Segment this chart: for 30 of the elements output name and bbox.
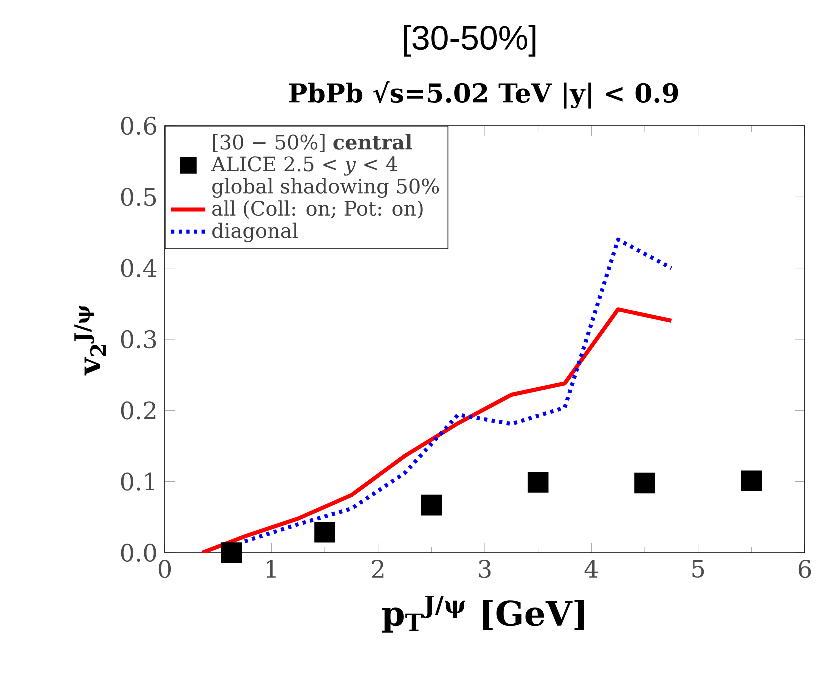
legend-label: diagonal xyxy=(212,222,298,242)
x-tick-label: 6 xyxy=(798,560,812,578)
y-tick-label: 0.6 xyxy=(121,116,156,136)
x-tick-label: 1 xyxy=(266,560,276,578)
x-tick-label: 5 xyxy=(692,560,704,578)
y-tick-label: 0.1 xyxy=(121,472,155,491)
point xyxy=(528,472,549,493)
legend-label: all (Coll: on; Pot: on) xyxy=(212,200,423,219)
legend-label: ALICE 2.5 < y < 4 xyxy=(211,156,398,176)
point xyxy=(634,472,656,494)
annotation: global shadowing 50% xyxy=(212,178,440,198)
y-tick-label: 0.3 xyxy=(121,330,156,349)
point xyxy=(741,470,762,492)
point xyxy=(221,542,242,564)
y-axis-title: v$_{2}$J/ψ xyxy=(74,306,106,376)
x-tick-label: 3 xyxy=(479,560,491,578)
x-tick-label: 4 xyxy=(584,560,598,578)
y-tick-label: 0.2 xyxy=(121,402,156,420)
point xyxy=(314,522,336,543)
y-tick-label: 0.5 xyxy=(121,188,156,206)
y-tick-label: 0.0 xyxy=(121,544,156,562)
y-tick-label: 0.4 xyxy=(121,259,157,278)
x-axis-title: p$_{T}$$^{J/ψ}$ [GeV] xyxy=(382,596,584,633)
point xyxy=(421,494,442,516)
line-series xyxy=(200,308,674,553)
x-tick-label: 0 xyxy=(158,560,172,578)
x-tick-label: 2 xyxy=(372,560,384,578)
chart-subtitle: PbPb √s=5.02 TeV |y| < 0.9 xyxy=(289,81,678,109)
legend-title: [30 − 50%] central xyxy=(213,134,412,152)
chart-title: [30-50%] xyxy=(404,25,536,57)
